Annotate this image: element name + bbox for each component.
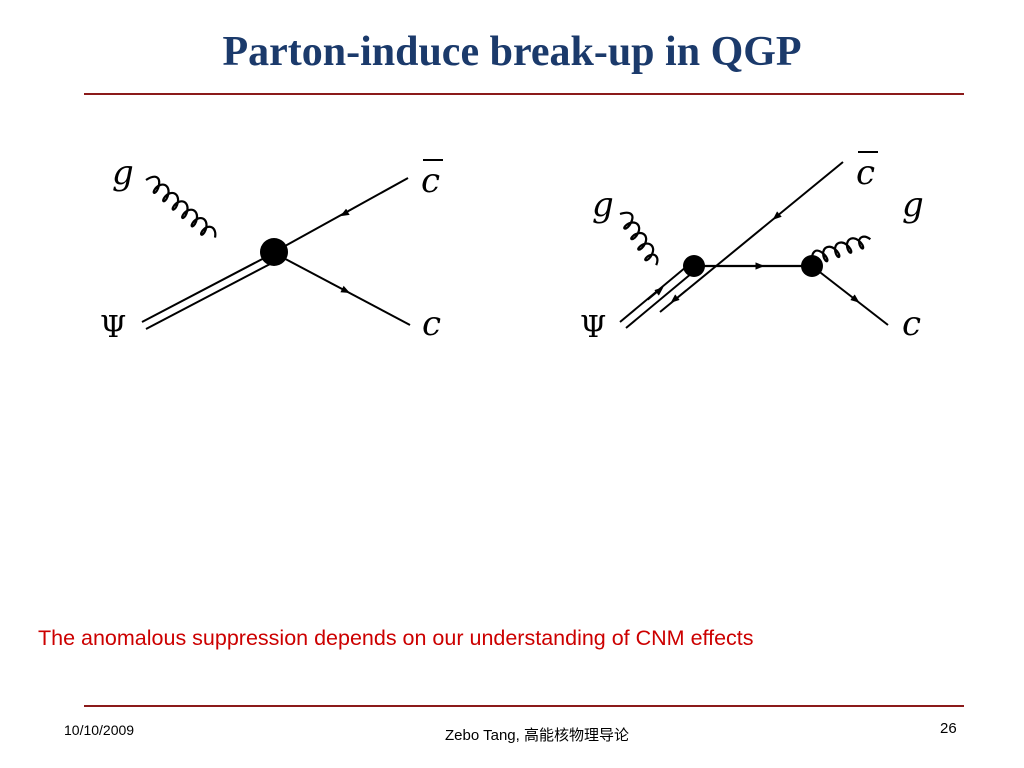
- label-gluon-out: g: [902, 185, 924, 225]
- label-psi: Ψ: [100, 310, 126, 345]
- gluon-line-in: [145, 175, 217, 238]
- charm-bar-line-right: [659, 161, 844, 313]
- vertex-left: [683, 255, 705, 277]
- gluon-line-out-right: [810, 235, 872, 263]
- charm-bar-arrow-right: [772, 204, 791, 220]
- psi-line-b: [145, 262, 273, 330]
- charm-bar-line: [275, 177, 409, 252]
- psi-line-a: [141, 255, 269, 323]
- interaction-vertex: [260, 238, 288, 266]
- label-gluon: g: [112, 153, 134, 193]
- diagram-left: g c Ψ c: [100, 153, 443, 345]
- charm-arrow-right: [841, 288, 860, 303]
- psi-line-b-right: [625, 267, 699, 329]
- label-gluon-in: g: [592, 185, 614, 225]
- footer-date: 10/10/2009: [64, 722, 135, 738]
- charm-bar-arrow-right-2: [670, 289, 687, 303]
- vertex-right: [801, 255, 823, 277]
- label-charm-right: c: [902, 304, 921, 344]
- page-number: 26: [940, 720, 957, 737]
- label-psi-right: Ψ: [580, 310, 606, 345]
- label-charm-bar: c: [421, 161, 440, 201]
- psi-line-a-right: [619, 261, 693, 323]
- label-charm-bar-right: c: [856, 153, 875, 193]
- diagram-right: g c g Ψ c: [580, 151, 924, 345]
- gluon-line-in-right: [619, 211, 659, 266]
- charm-bar-arrow: [340, 204, 361, 217]
- title-divider: [84, 93, 964, 95]
- footer-divider: [84, 705, 964, 707]
- caption-text: The anomalous suppression depends on our…: [38, 626, 754, 650]
- psi-arrow-right: [647, 287, 664, 301]
- slide-title: Parton-induce break-up in QGP: [222, 29, 802, 75]
- label-charm: c: [422, 304, 441, 344]
- footer-author: Zebo Tang, 高能核物理导论: [445, 727, 629, 744]
- feynman-diagrams: g c Ψ c g c g Ψ c: [100, 151, 924, 345]
- charm-arrow: [329, 282, 351, 294]
